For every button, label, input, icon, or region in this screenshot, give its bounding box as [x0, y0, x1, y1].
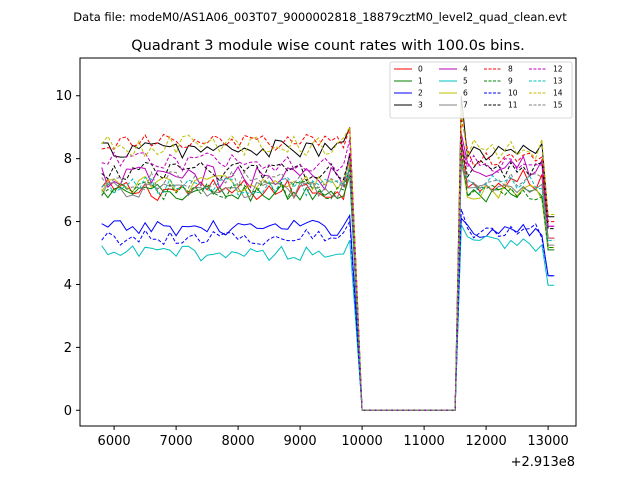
series-line-0 — [101, 139, 555, 411]
legend-label-8: 8 — [508, 65, 513, 74]
legend-label-1: 1 — [418, 77, 423, 86]
plot-frame — [79, 57, 577, 427]
x-tick-label: 8000 — [222, 434, 255, 449]
axes-layer: 6000 7000 8000 9000 10000 11000 12000 13000 0 2 4 6… — [55, 89, 568, 449]
series-line-14 — [101, 108, 555, 411]
series-line-11 — [101, 139, 555, 411]
x-tick-label: 10000 — [341, 434, 382, 449]
legend-label-9: 9 — [508, 77, 513, 86]
legend-label-0: 0 — [418, 65, 423, 74]
x-offset-text: +2.913e8 — [511, 455, 575, 470]
series-line-12 — [101, 139, 555, 411]
y-tick-label: 8 — [64, 152, 72, 167]
y-tick-label: 10 — [55, 89, 72, 104]
series-line-10 — [101, 208, 555, 411]
series-line-2 — [101, 213, 555, 411]
legend-frame — [389, 61, 573, 119]
series-line-3 — [101, 95, 555, 411]
legend-label-3: 3 — [418, 101, 423, 110]
series-line-5 — [101, 222, 555, 411]
legend-label-15: 15 — [553, 101, 563, 110]
y-tick-label: 2 — [64, 341, 72, 356]
x-tick-label: 11000 — [403, 434, 444, 449]
series-line-6 — [101, 158, 555, 411]
x-tick-label: 13000 — [527, 434, 568, 449]
figure-suptitle: Data file: modeM0/AS1A06_003T07_90000028… — [73, 10, 567, 24]
x-tick-label: 9000 — [284, 434, 317, 449]
legend-label-4: 4 — [463, 65, 468, 74]
series-line-4 — [101, 133, 555, 411]
legend-label-11: 11 — [508, 101, 518, 110]
x-tick-label: 12000 — [465, 434, 506, 449]
series-line-8 — [101, 117, 555, 411]
legend-label-7: 7 — [463, 101, 468, 110]
series-line-1 — [101, 155, 555, 411]
y-tick-label: 6 — [64, 215, 72, 230]
series-line-7 — [101, 164, 555, 411]
series-line-15 — [101, 157, 555, 411]
legend-label-10: 10 — [508, 89, 518, 98]
legend-label-5: 5 — [463, 77, 468, 86]
legend-label-14: 14 — [553, 89, 563, 98]
y-tick-label: 0 — [64, 404, 72, 419]
x-tick-label: 6000 — [98, 434, 131, 449]
legend-label-6: 6 — [463, 89, 468, 98]
series-line-13 — [101, 161, 555, 411]
series-line-9 — [101, 149, 555, 411]
series-layer — [101, 95, 555, 411]
legend-label-12: 12 — [553, 65, 563, 74]
x-tick-label: 7000 — [160, 434, 193, 449]
chart-title: Quadrant 3 module wise count rates with … — [131, 38, 525, 54]
y-tick-label: 4 — [64, 278, 72, 293]
legend-label-13: 13 — [553, 77, 563, 86]
legend-label-2: 2 — [418, 89, 423, 98]
